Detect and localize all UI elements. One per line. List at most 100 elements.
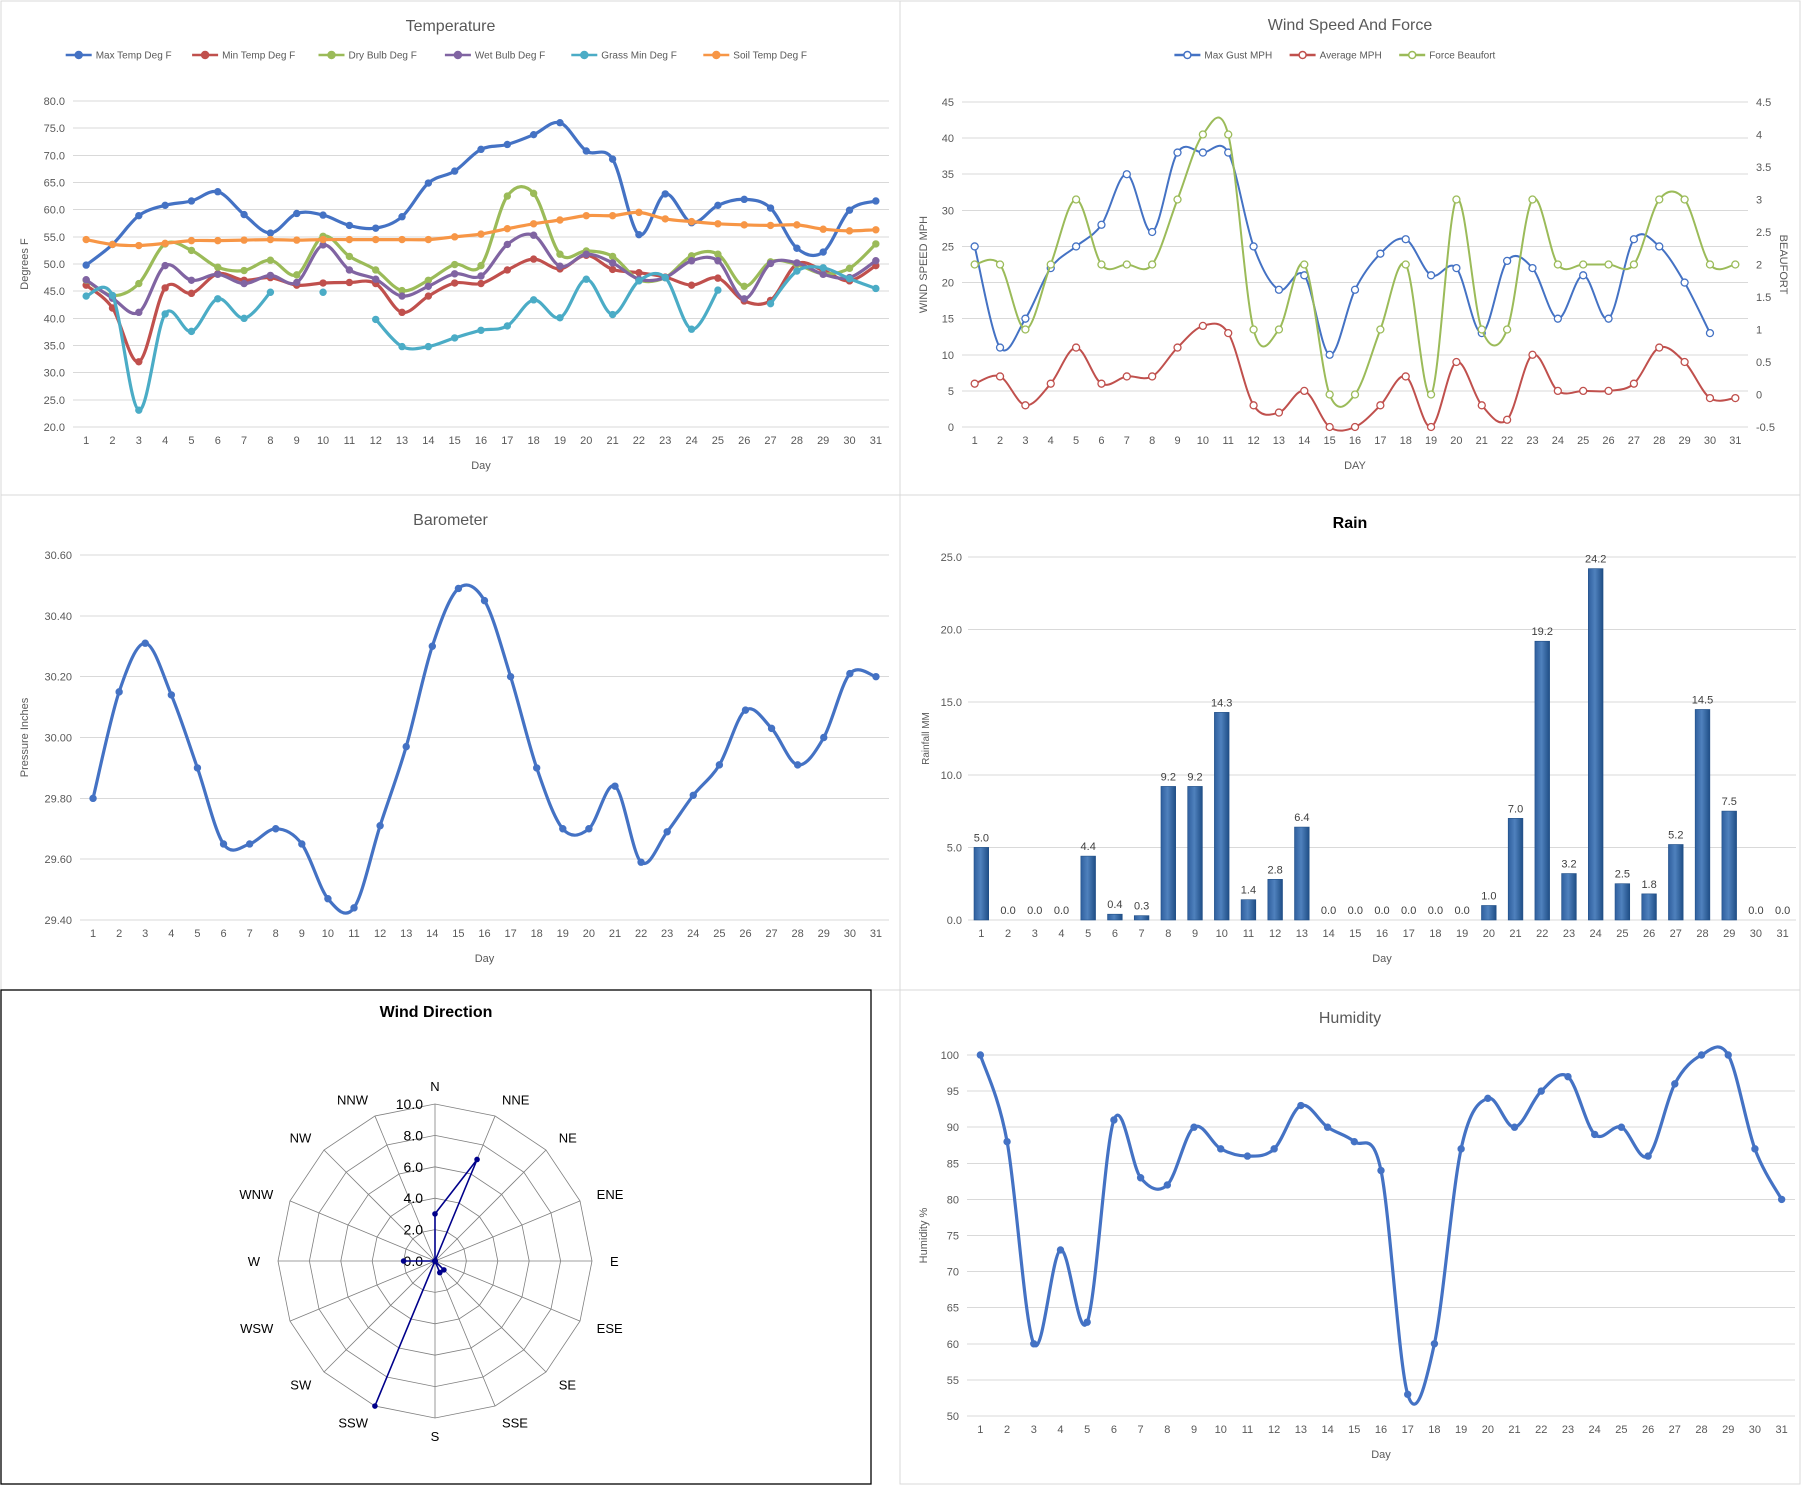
x-tick-label: 16 (478, 928, 490, 940)
x-tick-label: 26 (1602, 435, 1614, 447)
bar (1294, 826, 1310, 921)
data-point (635, 268, 643, 277)
y-tick-label: 10 (942, 350, 954, 362)
panel-frame (899, 0, 1801, 496)
data-point (319, 288, 327, 296)
data-point (503, 224, 512, 233)
data-point (1350, 422, 1360, 432)
data-point (1477, 401, 1486, 410)
x-tick-label: 31 (1729, 435, 1741, 447)
y-axis-title: WIND SPEED MPH (918, 216, 930, 313)
bar (1160, 786, 1176, 921)
legend-swatch-marker (453, 50, 463, 60)
data-point (1502, 325, 1512, 334)
data-point (529, 130, 538, 139)
data-point (766, 299, 775, 308)
data-point (1198, 148, 1208, 157)
x-tick-label: 7 (247, 928, 253, 940)
data-point (1553, 386, 1562, 396)
legend-label: Min Temp Deg F (222, 51, 295, 62)
bar-value-label: 19.2 (1532, 626, 1553, 638)
data-point (970, 260, 979, 269)
x-tick-label: 1 (978, 928, 984, 940)
data-point (108, 240, 117, 249)
data-point (187, 236, 196, 245)
data-point (1452, 263, 1461, 273)
data-point (1376, 401, 1385, 410)
data-point (372, 235, 380, 244)
data-point (398, 213, 406, 221)
x-tick-label: 14 (426, 928, 438, 940)
panel-frame (899, 989, 1801, 1485)
y-tick-label: 10.0 (941, 770, 962, 782)
data-point (687, 281, 696, 289)
data-point (135, 279, 143, 288)
x-tick-label: 2 (1004, 1424, 1010, 1436)
data-point (714, 257, 722, 265)
data-point (1537, 1087, 1545, 1095)
bar (1080, 855, 1096, 921)
data-point (1452, 195, 1461, 204)
x-tick-label: 11 (344, 435, 355, 447)
y-tick-label: 5.0 (947, 842, 962, 854)
data-point (1274, 285, 1284, 294)
legend-label: Grass Min Deg F (601, 51, 677, 62)
legend-label: Wet Bulb Deg F (475, 51, 545, 62)
x-tick-label: 30 (843, 435, 855, 447)
x-tick-label: 8 (1164, 1424, 1170, 1436)
y-tick-label: 5 (948, 386, 954, 398)
data-point (687, 325, 696, 333)
data-point (1071, 343, 1081, 352)
data-point (687, 217, 696, 226)
data-point (793, 267, 801, 275)
data-point (582, 275, 590, 283)
radar-spoke (323, 1260, 436, 1373)
x-tick-label: 31 (1777, 928, 1789, 940)
x-tick-label: 25 (1577, 435, 1589, 447)
radar-spoke (323, 1149, 436, 1262)
data-point (1579, 260, 1588, 269)
x-axis-title: DAY (1344, 460, 1366, 472)
y-tick-label: 70 (947, 1267, 959, 1279)
x-tick-label: 20 (1450, 435, 1462, 447)
data-point (1457, 1145, 1465, 1153)
data-point (767, 724, 776, 733)
y-tick-label: 60.0 (44, 205, 65, 217)
y-right-tick-label: 2.5 (1756, 227, 1771, 239)
x-tick-label: 22 (1535, 1424, 1547, 1436)
data-point (661, 273, 669, 282)
data-point (293, 271, 301, 279)
data-point (995, 343, 1005, 352)
bar-value-label: 0.0 (1374, 905, 1389, 917)
bar-value-label: 7.5 (1722, 796, 1737, 808)
data-point (266, 288, 275, 296)
data-point (135, 308, 143, 317)
x-tick-label: 15 (1324, 435, 1336, 447)
data-point (1021, 325, 1030, 334)
data-point (219, 840, 228, 848)
data-point (1629, 379, 1639, 388)
data-point (240, 236, 248, 244)
data-point (245, 840, 254, 848)
x-tick-label: 11 (1243, 928, 1254, 940)
x-tick-label: 26 (739, 928, 751, 940)
chart-temperature: Temperature 20.0 25.0 30.0 35.0 40.0 45.0 50.0 5… (0, 0, 901, 496)
y-tick-label: 29.60 (44, 854, 72, 866)
radar-category-label: NNW (337, 1092, 369, 1107)
x-tick-label: 3 (1022, 435, 1028, 447)
panel-frame (0, 494, 901, 991)
bar (1561, 873, 1577, 921)
data-point (556, 216, 564, 224)
data-point (293, 236, 301, 244)
x-tick-label: 28 (1653, 435, 1665, 447)
y-axis-title: Degrees F (19, 238, 31, 290)
x-tick-label: 16 (1349, 435, 1361, 447)
x-tick-label: 21 (1508, 1424, 1520, 1436)
x-tick-label: 17 (501, 435, 513, 447)
data-point (187, 276, 196, 284)
series-grass-min-deg-f (82, 264, 880, 414)
y-axis-title: Rainfall MM (921, 712, 932, 765)
series-line (974, 116, 1736, 408)
